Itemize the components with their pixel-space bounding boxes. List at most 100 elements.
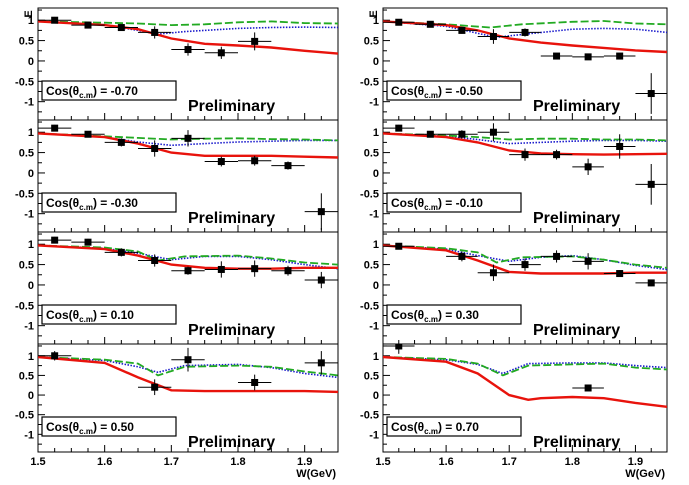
preliminary-annotation: Preliminary: [188, 210, 275, 227]
data-marker: [521, 28, 529, 36]
curves: [383, 242, 667, 287]
angle-label-box: [41, 304, 177, 325]
data-point: [383, 242, 415, 250]
curves: [38, 124, 338, 230]
angle-label-prefix: Cos(θ: [391, 420, 424, 434]
data-marker: [84, 130, 92, 138]
y-tick-label: 0.5: [19, 36, 34, 48]
red-solid-curve: [38, 20, 338, 55]
data-marker: [616, 142, 624, 150]
data-marker: [217, 158, 225, 166]
angle-label: Cos(θc.m) = -0.50: [391, 84, 483, 100]
data-point: [204, 46, 238, 59]
data-marker: [616, 52, 624, 60]
green-dashed-curve: [383, 20, 667, 29]
data-point: [71, 238, 105, 246]
data-marker: [584, 384, 592, 392]
x-tick-label: 1.7: [164, 456, 179, 468]
x-tick-label: 1.6: [97, 456, 112, 468]
angle-label-prefix: Cos(θ: [46, 84, 79, 98]
angle-label-box: [41, 80, 177, 101]
angle-label-value: ) = 0.30: [438, 308, 479, 322]
angle-label-value: ) = 0.70: [438, 420, 479, 434]
angle-label-subscript: c.m: [424, 91, 438, 100]
data-marker: [184, 267, 192, 275]
data-point: [38, 16, 72, 24]
data-point: [603, 52, 636, 60]
data-point: [540, 149, 573, 160]
panel-7: -1 -0.5 0 0.5 1 Cos(θc.m) = 0.50 Preliminary 1.…: [15, 343, 339, 480]
data-marker: [184, 356, 192, 364]
data-point: [540, 250, 573, 263]
data-marker: [647, 90, 655, 98]
angle-label: Cos(θc.m) = 0.30: [391, 308, 479, 324]
curves: [38, 347, 338, 396]
data-point: [238, 155, 272, 166]
y-tick-label: -1: [24, 321, 34, 333]
panel-5: -1 -0.5 0 0.5 1 Cos(θc.m) = 0.10 Preliminary: [15, 231, 339, 345]
data-marker: [489, 269, 497, 277]
data-marker: [426, 20, 434, 28]
angle-label-prefix: Cos(θ: [46, 196, 79, 210]
angle-label: Cos(θc.m) = -0.70: [46, 84, 138, 100]
data-marker: [84, 238, 92, 246]
data-marker: [395, 242, 403, 250]
green-dashed-curve: [383, 132, 667, 142]
data-marker: [51, 236, 59, 244]
y-tick-label: -0.5: [360, 76, 379, 88]
red-solid-curve: [383, 132, 667, 156]
data-marker: [184, 134, 192, 142]
data-marker: [184, 46, 192, 54]
angle-label-box: [386, 192, 522, 213]
red-solid-curve: [383, 20, 667, 54]
angle-label-value: ) = 0.50: [93, 420, 134, 434]
data-point: [635, 163, 667, 205]
angle-label-prefix: Cos(θ: [391, 84, 424, 98]
y-tick-label: -1: [24, 209, 34, 221]
data-marker: [251, 157, 259, 165]
y-tick-label: -1: [369, 97, 379, 109]
data-point: [383, 124, 415, 132]
y-tick-label: -1: [369, 429, 379, 441]
y-tick-label: -1: [24, 429, 34, 441]
data-marker: [395, 18, 403, 26]
data-marker: [489, 33, 497, 41]
data-point: [204, 261, 238, 278]
y-tick-label: 0.5: [19, 370, 34, 382]
y-tick-label: -1: [369, 209, 379, 221]
data-marker: [647, 279, 655, 287]
y-tick-label: -0.5: [360, 300, 379, 312]
x-tick-label: 1.5: [30, 456, 45, 468]
preliminary-annotation: Preliminary: [188, 434, 275, 451]
red-solid-curve: [38, 355, 338, 394]
data-marker: [251, 378, 259, 386]
data-point: [104, 24, 138, 32]
data-point: [238, 374, 272, 391]
y-tick-label: 1: [373, 15, 379, 27]
data-point: [38, 124, 72, 132]
data-marker: [616, 270, 624, 278]
y-tick-label: 0.5: [19, 148, 34, 160]
data-point: [414, 20, 447, 28]
data-marker: [426, 130, 434, 138]
y-tick-label: -0.5: [360, 188, 379, 200]
y-tick-label: -0.5: [15, 410, 34, 422]
angle-label-box: [386, 416, 522, 437]
data-marker: [553, 151, 561, 159]
data-point: [38, 236, 72, 244]
y-tick-label: -0.5: [15, 188, 34, 200]
angle-label-box: [386, 304, 522, 325]
red-solid-curve: [38, 132, 338, 159]
y-tick-label: 0: [28, 280, 34, 292]
angle-label-value: ) = -0.70: [93, 84, 138, 98]
y-tick-label: 1: [373, 127, 379, 139]
data-marker: [317, 276, 325, 284]
angle-label-prefix: Cos(θ: [391, 308, 424, 322]
y-tick-label: 1: [28, 239, 34, 251]
data-point: [171, 266, 205, 275]
data-marker: [51, 124, 59, 132]
panel-1: -1 -0.5 0 0.5 1 Cos(θc.m) = -0.70 Preliminary E: [15, 7, 339, 121]
red-solid-curve: [383, 244, 667, 275]
y-tick-label: -1: [369, 321, 379, 333]
